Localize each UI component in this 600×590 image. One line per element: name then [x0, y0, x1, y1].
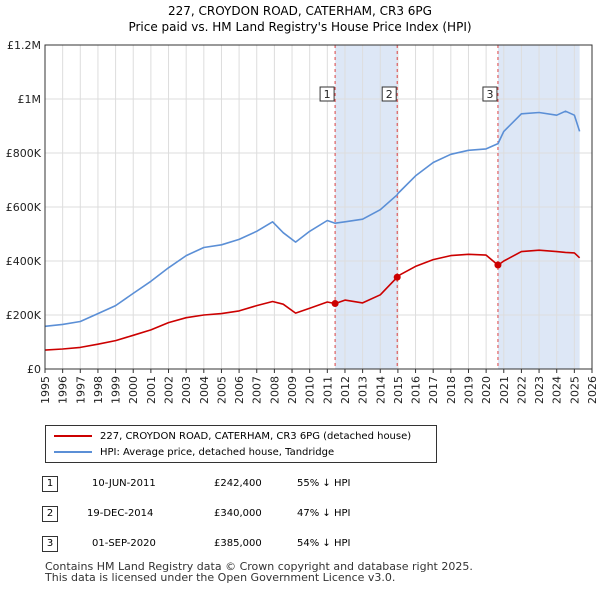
legend-label-price-paid: 227, CROYDON ROAD, CATERHAM, CR3 6PG (de… — [100, 430, 412, 442]
sale-date: 10-JUN-2011 — [92, 478, 156, 489]
x-tick-label: 2003 — [180, 376, 193, 404]
x-tick-label: 2022 — [515, 376, 528, 404]
x-tick-label: 2000 — [127, 376, 140, 404]
footer-line: This data is licensed under the Open Gov… — [45, 571, 396, 584]
x-tick-label: 2005 — [215, 376, 228, 404]
x-tick-label: 2012 — [339, 376, 352, 404]
sale-price: £340,000 — [214, 508, 262, 519]
x-tick-label: 2001 — [145, 376, 158, 404]
x-tick-label: 2013 — [357, 376, 370, 404]
sale-number-badge: 3 — [42, 536, 58, 552]
sale-label-text: 1 — [324, 88, 331, 101]
footer-attribution: Contains HM Land Registry data © Crown c… — [45, 561, 473, 583]
sale-label-box — [381, 86, 397, 102]
footer-line: Contains HM Land Registry data © Crown c… — [45, 560, 473, 573]
table-row: 3 01-SEP-2020 £385,000 54% ↓ HPI — [42, 534, 582, 554]
sale-date: 01-SEP-2020 — [92, 538, 156, 549]
x-tick-label: 1997 — [74, 376, 87, 404]
x-tick-label: 2017 — [427, 376, 440, 404]
x-tick-label: 2011 — [321, 376, 334, 404]
legend-item-hpi: HPI: Average price, detached house, Tand… — [54, 445, 334, 459]
x-tick-label: 2006 — [233, 376, 246, 404]
legend-item-price-paid: 227, CROYDON ROAD, CATERHAM, CR3 6PG (de… — [54, 429, 411, 443]
x-tick-label: 2023 — [533, 376, 546, 404]
x-tick-label: 2007 — [251, 376, 264, 404]
sale-label-box — [482, 86, 498, 102]
y-tick-label: £200K — [6, 309, 42, 322]
x-tick-label: 2009 — [286, 376, 299, 404]
chart-subtitle: Price paid vs. HM Land Registry's House … — [128, 20, 472, 34]
sale-number-badge: 2 — [42, 506, 58, 522]
sale-number-badge: 1 — [42, 476, 58, 492]
y-tick-label: £1M — [18, 93, 42, 106]
legend-swatch-price-paid — [54, 435, 92, 437]
y-tick-label: £800K — [6, 147, 42, 160]
x-tick-label: 1996 — [57, 376, 70, 404]
x-tick-label: 1995 — [39, 376, 52, 404]
sale-point — [331, 300, 339, 308]
x-tick-label: 2026 — [586, 376, 599, 404]
sale-hpi-diff: 47% ↓ HPI — [297, 508, 351, 519]
y-tick-label: £1.2M — [7, 39, 41, 52]
sale-label-text: 2 — [386, 88, 393, 101]
x-tick-label: 2008 — [268, 376, 281, 404]
x-tick-label: 2020 — [480, 376, 493, 404]
sale-date: 19-DEC-2014 — [87, 508, 154, 519]
hpi-series-line — [44, 110, 581, 328]
x-tick-label: 1999 — [110, 376, 123, 404]
chart-title: 227, CROYDON ROAD, CATERHAM, CR3 6PG — [168, 4, 432, 18]
y-tick-label: £400K — [6, 255, 42, 268]
x-tick-label: 2024 — [551, 376, 564, 404]
sale-hpi-diff: 54% ↓ HPI — [297, 538, 351, 549]
sale-point — [494, 261, 502, 269]
x-tick-label: 2019 — [462, 376, 475, 404]
sale-label-text: 3 — [486, 88, 493, 101]
plot-border — [44, 44, 593, 370]
table-row: 1 10-JUN-2011 £242,400 55% ↓ HPI — [42, 474, 582, 494]
x-tick-label: 2016 — [410, 376, 423, 404]
x-tick-label: 2018 — [445, 376, 458, 404]
x-tick-label: 1998 — [92, 376, 105, 404]
legend-label-hpi: HPI: Average price, detached house, Tand… — [100, 446, 335, 458]
sale-price: £242,400 — [214, 478, 262, 489]
sale-label-box — [319, 86, 335, 102]
x-tick-label: 2021 — [498, 376, 511, 404]
table-row: 2 19-DEC-2014 £340,000 47% ↓ HPI — [42, 504, 582, 524]
x-tick-label: 2025 — [568, 376, 581, 404]
sale-price: £385,000 — [214, 538, 262, 549]
sale-hpi-diff: 55% ↓ HPI — [297, 478, 351, 489]
chart-legend: 227, CROYDON ROAD, CATERHAM, CR3 6PG (de… — [45, 425, 437, 463]
sale-point — [393, 273, 401, 281]
x-tick-label: 2002 — [163, 376, 176, 404]
y-tick-label: £0 — [27, 363, 41, 376]
price-chart: 1 2 3 £0 £200K £400K £600K £800K £1M £1.2M 1995 199… — [6, 39, 599, 404]
x-tick-label: 2014 — [374, 376, 387, 404]
x-tick-label: 2015 — [392, 376, 405, 404]
x-tick-label: 2010 — [304, 376, 317, 404]
x-tick-label: 2004 — [198, 376, 211, 404]
legend-swatch-hpi — [54, 451, 92, 453]
y-tick-label: £600K — [6, 201, 42, 214]
